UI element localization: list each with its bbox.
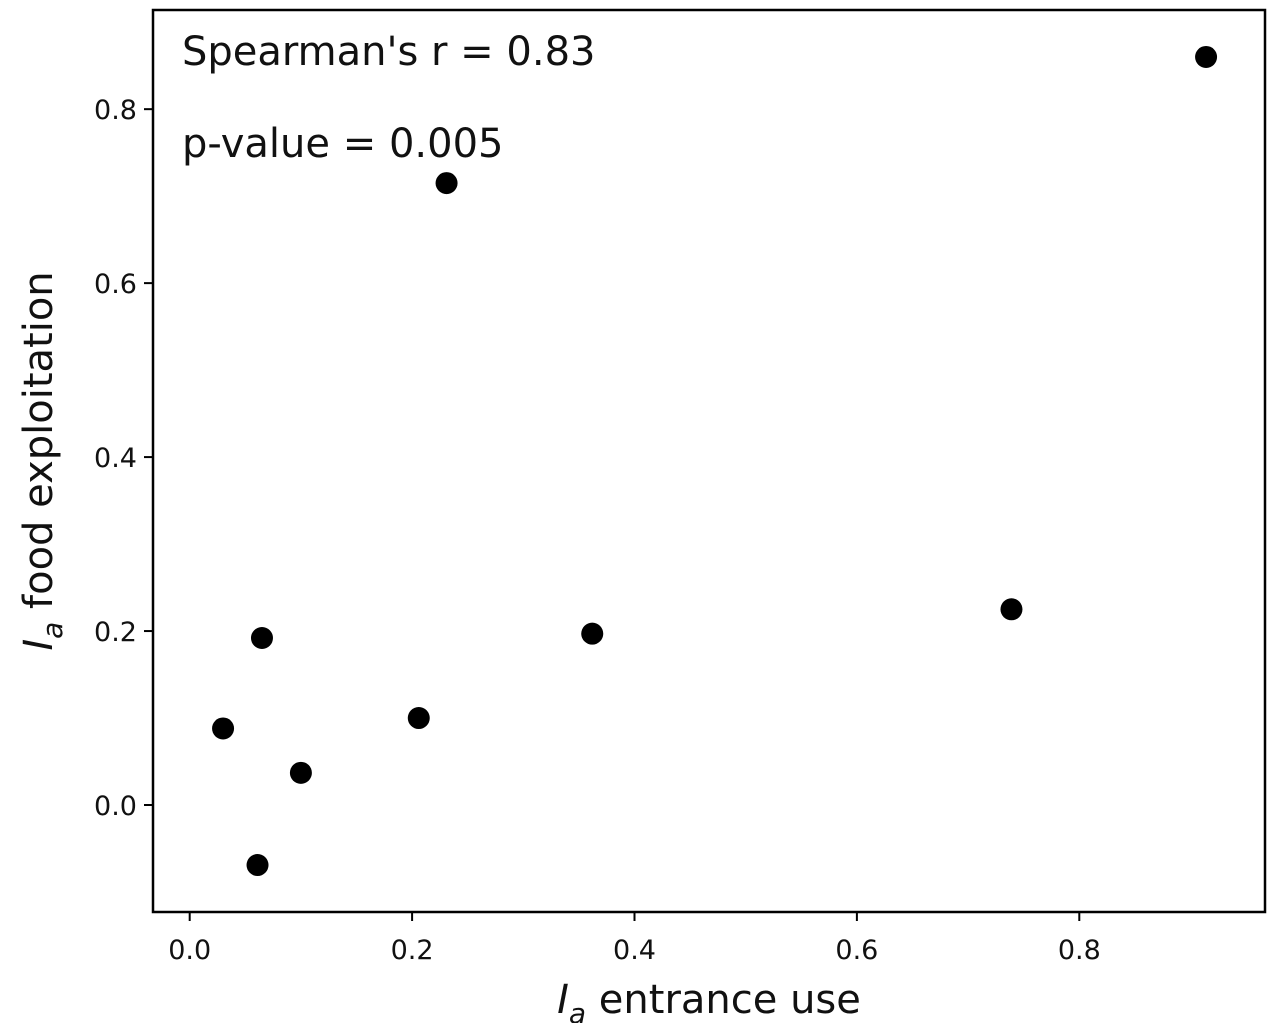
data-point: [581, 622, 604, 645]
x-tick-label: 0.0: [168, 935, 211, 966]
data-point: [212, 717, 235, 740]
x-axis-ticks: 0.0 0.2 0.4 0.6 0.8: [168, 912, 1101, 966]
y-tick-label: 0.4: [94, 443, 137, 474]
data-points: [212, 45, 1218, 877]
plot-area: [151, 8, 1267, 914]
data-point: [289, 761, 312, 784]
y-axis-ticks: 0.0 0.2 0.4 0.6 0.8: [94, 95, 153, 822]
y-tick-label: 0.6: [94, 269, 137, 300]
data-point: [1000, 598, 1023, 621]
annotation-spearman: Spearman's r = 0.83: [182, 29, 595, 75]
data-point: [435, 172, 458, 195]
data-point: [246, 854, 269, 877]
data-point: [250, 627, 273, 650]
x-tick-label: 0.8: [1058, 935, 1101, 966]
y-tick-label: 0.8: [94, 95, 137, 126]
y-axis-title: Ia food exploitation: [16, 271, 69, 650]
annotation-p-value: p-value = 0.005: [182, 121, 503, 167]
data-point: [407, 707, 430, 730]
y-tick-label: 0.2: [94, 617, 137, 648]
x-axis-title: Ia entrance use: [557, 977, 861, 1023]
y-tick-label: 0.0: [94, 791, 137, 822]
x-tick-label: 0.6: [835, 935, 878, 966]
x-tick-label: 0.2: [391, 935, 434, 966]
x-tick-label: 0.4: [613, 935, 656, 966]
data-point: [1195, 45, 1218, 68]
